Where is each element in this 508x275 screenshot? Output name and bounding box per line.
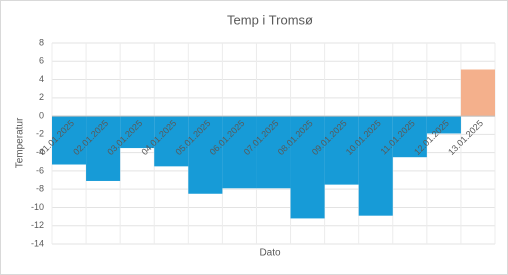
bar — [188, 116, 223, 194]
bar — [358, 116, 393, 216]
y-tick-label: 2 — [39, 92, 44, 102]
y-tick-label: -10 — [31, 202, 44, 212]
bar — [86, 116, 121, 181]
bar — [290, 116, 325, 219]
y-tick-label: -4 — [36, 147, 44, 157]
bar — [120, 116, 155, 149]
y-tick-label: 6 — [39, 56, 44, 66]
y-tick-label: -2 — [36, 129, 44, 139]
bar — [52, 116, 87, 165]
y-tick-label: -6 — [36, 165, 44, 175]
chart-title: Temp i Tromsø — [227, 12, 313, 27]
bar — [426, 116, 461, 134]
y-tick-label: -14 — [31, 238, 44, 248]
y-axis-title: Temperatur — [15, 117, 26, 168]
x-axis-title: Dato — [259, 248, 281, 259]
y-tick-label: 4 — [39, 74, 44, 84]
bar — [392, 116, 427, 158]
bar — [154, 116, 189, 167]
y-tick-label: 8 — [39, 37, 44, 47]
bar — [460, 69, 495, 117]
y-tick-label: -8 — [36, 184, 44, 194]
y-tick-label: 0 — [39, 110, 44, 120]
bar — [324, 116, 359, 185]
bar — [256, 116, 291, 189]
bar — [222, 116, 257, 189]
y-tick-label: -12 — [31, 220, 44, 230]
